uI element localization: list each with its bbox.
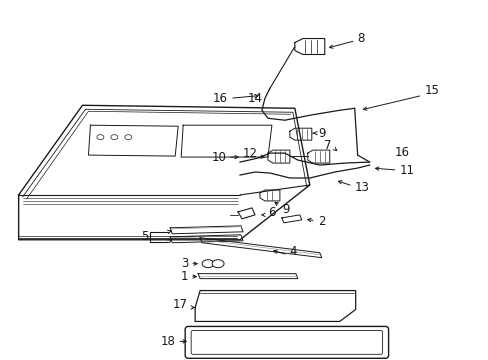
Ellipse shape: [212, 260, 224, 268]
Text: 12: 12: [243, 147, 258, 159]
Text: 3: 3: [181, 257, 188, 270]
Ellipse shape: [111, 135, 118, 140]
Text: 6: 6: [267, 206, 275, 219]
Ellipse shape: [124, 135, 132, 140]
Text: 18: 18: [160, 335, 175, 348]
Text: 16: 16: [394, 145, 409, 159]
Ellipse shape: [97, 135, 103, 140]
FancyBboxPatch shape: [185, 327, 388, 358]
Text: 13: 13: [354, 181, 369, 194]
FancyBboxPatch shape: [191, 330, 382, 354]
Text: 5: 5: [141, 230, 148, 243]
Text: 14: 14: [247, 92, 263, 105]
Text: 2: 2: [317, 215, 325, 228]
Text: 9: 9: [281, 203, 289, 216]
Text: 8: 8: [357, 32, 365, 45]
Text: 1: 1: [180, 270, 188, 283]
Text: 10: 10: [211, 150, 225, 163]
Text: 15: 15: [424, 84, 438, 97]
Text: 16: 16: [213, 92, 227, 105]
Text: 4: 4: [289, 245, 297, 258]
Text: 11: 11: [399, 163, 414, 176]
Text: 9: 9: [317, 127, 325, 140]
Text: 7: 7: [324, 139, 331, 152]
Text: 17: 17: [173, 298, 188, 311]
Ellipse shape: [202, 260, 214, 268]
